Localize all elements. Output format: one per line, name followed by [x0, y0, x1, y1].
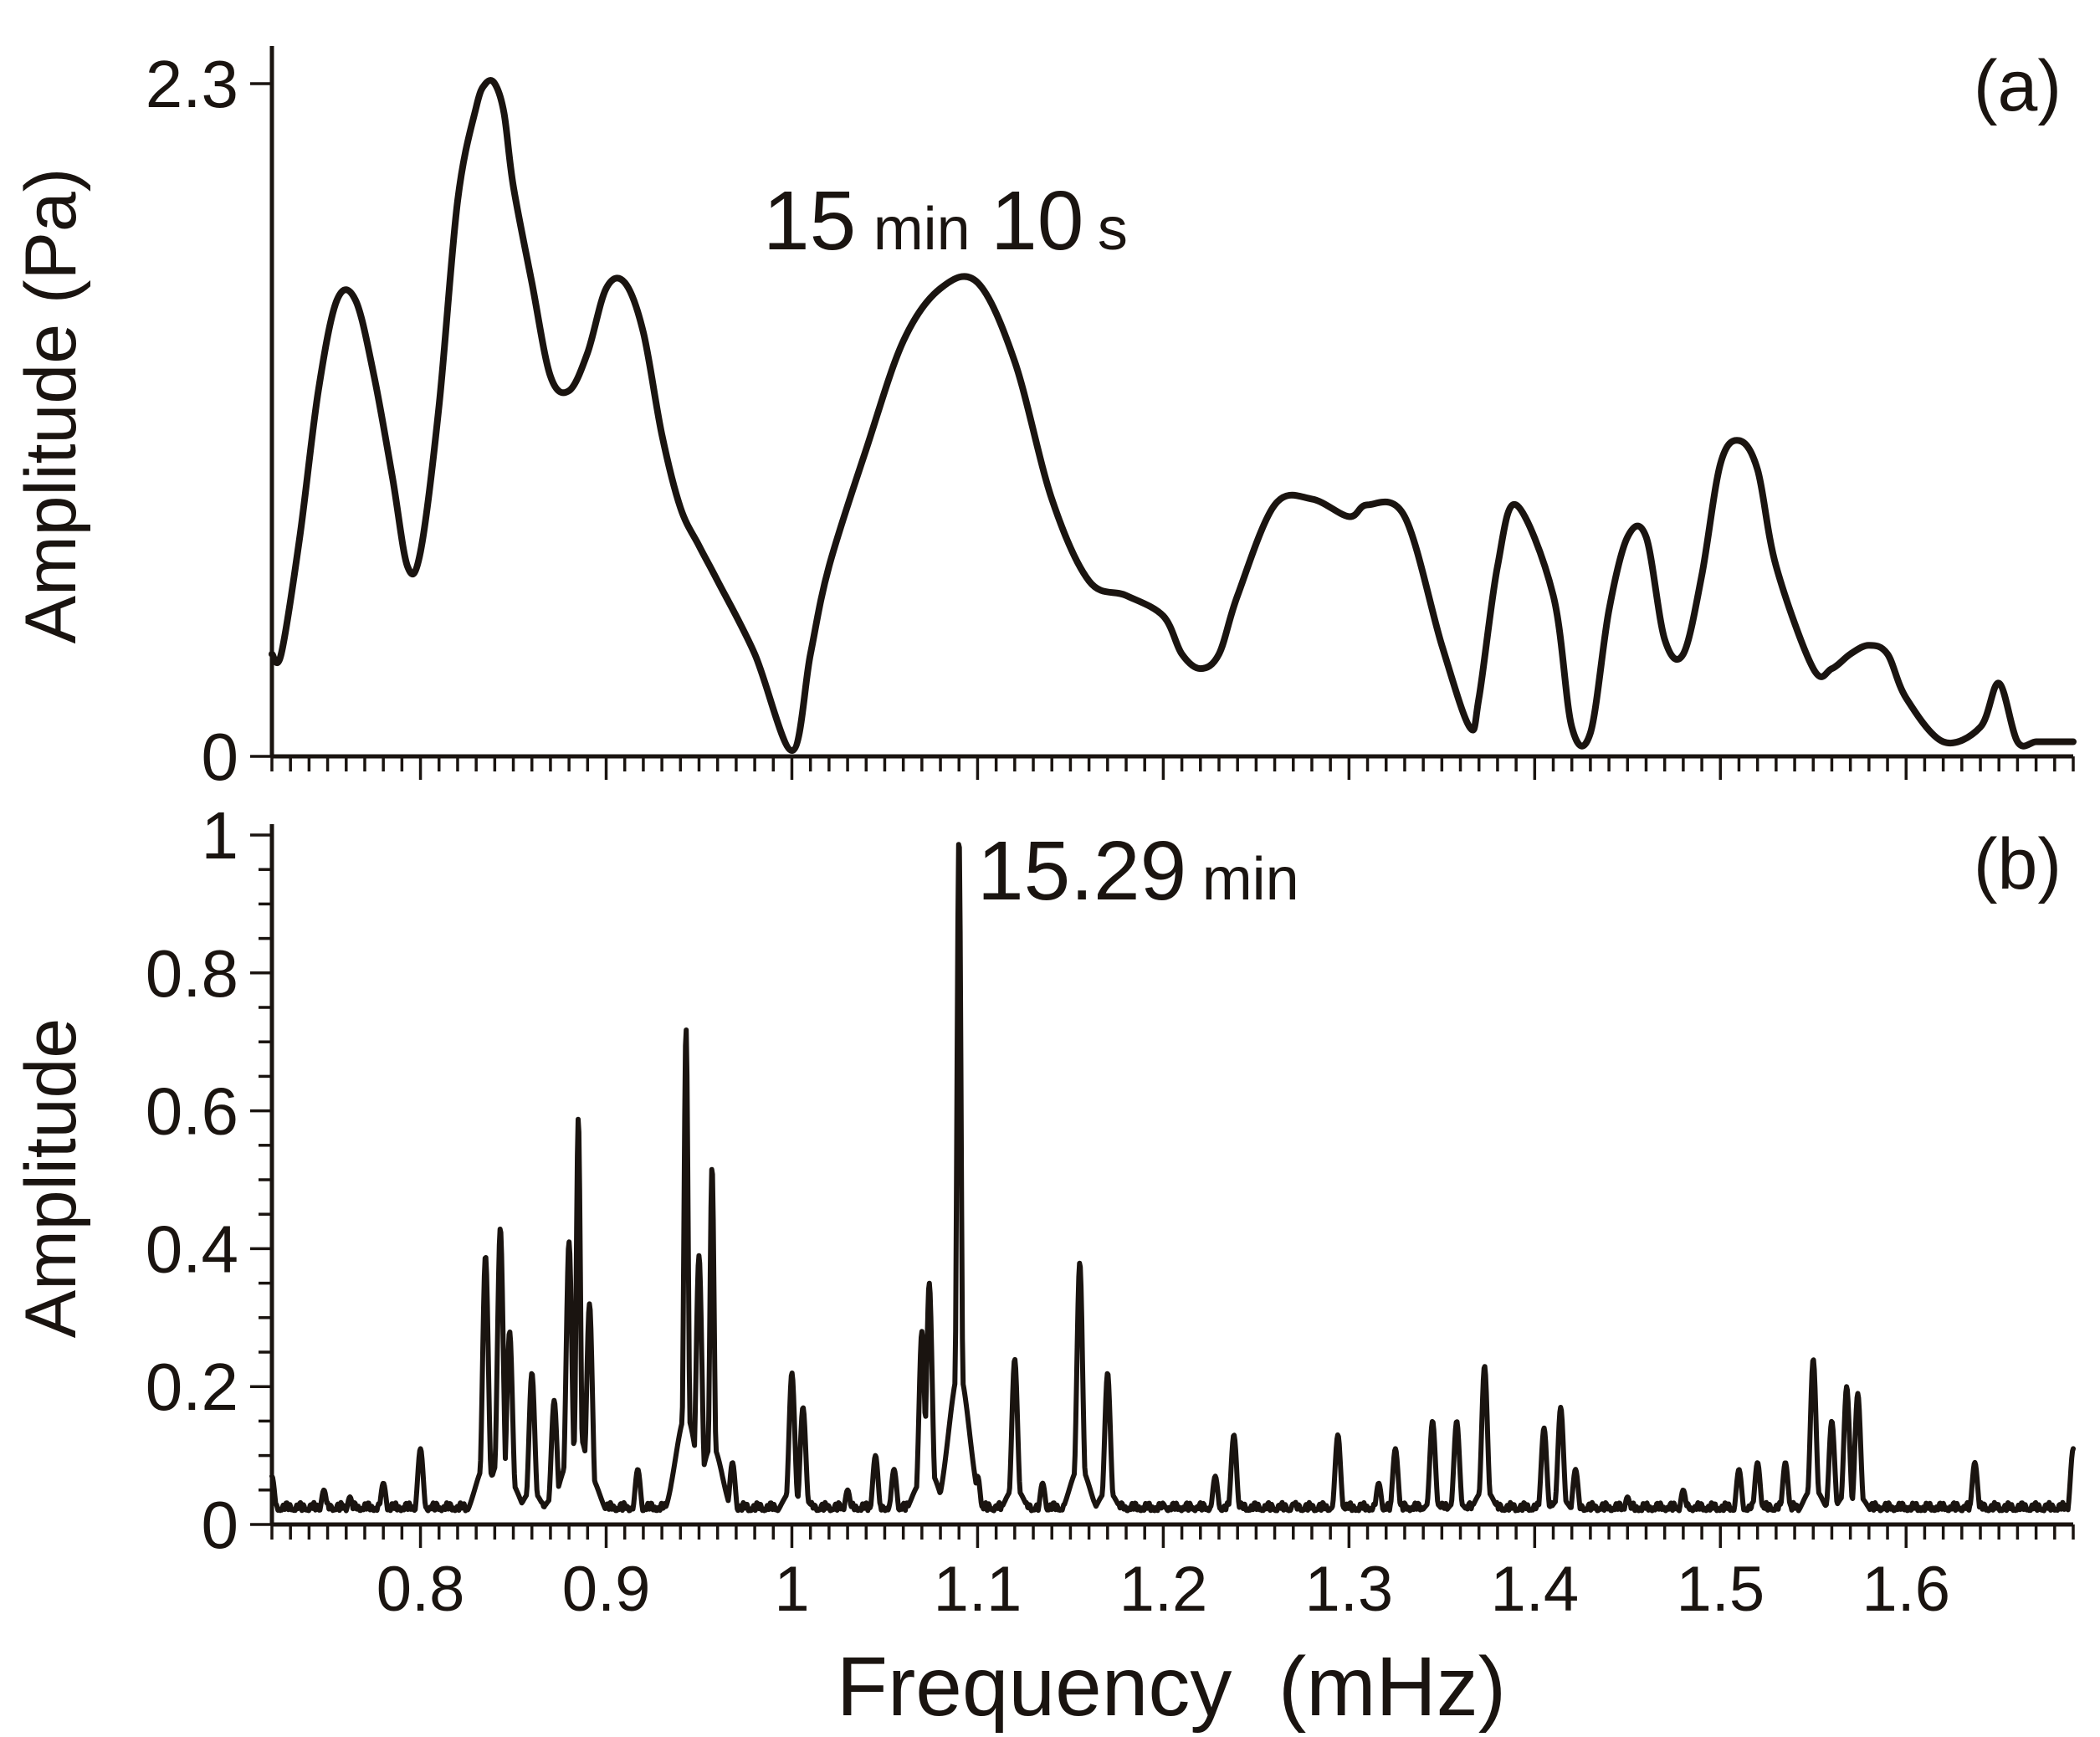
annotation-unit-s: s [1098, 196, 1128, 263]
panel-b-x-tick-label: 0.9 [562, 1554, 651, 1625]
panel-b-label: (b) [1974, 824, 2062, 904]
panel-a-series [269, 77, 2077, 754]
panel-b-y-axis-label: Amplitude [11, 1018, 91, 1338]
panel-b-y-tick-label: 1 [202, 798, 239, 873]
panel-b: 1 0.8 0.6 0.4 0.2 0 0.8 0.9 1 1.1 1.2 1.3 1.4 1.5 1.6… [11, 798, 2076, 1734]
panel-b-ticks [250, 833, 2075, 1548]
panel-b-period-annotation: 15.29 min [977, 824, 1299, 918]
annotation-value-period: 15.29 [977, 824, 1186, 918]
panel-b-y-tick-label: 0.8 [146, 936, 238, 1011]
panel-a-amplitude-curve [269, 77, 2077, 754]
annotation-unit-min: min [1202, 846, 1299, 913]
panel-a-label: (a) [1974, 46, 2062, 126]
panel-b-x-tick-label: 1.5 [1676, 1554, 1765, 1625]
x-axis-label: Frequency (mHz) [837, 1640, 1506, 1734]
panel-b-y-tick-label: 0.2 [146, 1350, 238, 1424]
panel-b-y-tick-labels: 1 0.8 0.6 0.4 0.2 0 [146, 798, 238, 1562]
panel-b-x-tick-label: 1.1 [934, 1554, 1022, 1625]
panel-b-x-tick-label: 1.2 [1119, 1554, 1208, 1625]
panel-b-x-tick-label: 1.3 [1305, 1554, 1394, 1625]
panel-a: 2.30 Amplitude (Pa) (a) 15 min 10 s [11, 46, 2077, 794]
panel-a-ticks [250, 82, 2075, 780]
panel-a-y-tick-label: 0 [202, 720, 239, 794]
panel-b-series [269, 842, 2076, 1514]
annotation-value-minutes: 15 [763, 174, 856, 268]
panel-a-period-annotation: 15 min 10 s [763, 174, 1128, 268]
annotation-unit-min: min [873, 196, 971, 263]
panel-b-spectrum-curve [269, 842, 2076, 1514]
panel-b-y-tick-label: 0 [202, 1488, 239, 1562]
panel-b-x-tick-label: 1.6 [1862, 1554, 1950, 1625]
panel-b-x-tick-label: 0.8 [376, 1554, 465, 1625]
panel-b-y-tick-label: 0.4 [146, 1212, 238, 1286]
panel-b-x-tick-label: 1.4 [1490, 1554, 1579, 1625]
panel-b-x-tick-label: 1 [774, 1554, 809, 1625]
annotation-value-seconds: 10 [991, 174, 1083, 268]
panel-b-x-tick-labels: 0.8 0.9 1 1.1 1.2 1.3 1.4 1.5 1.6 [376, 1554, 1950, 1625]
panel-a-y-axis-label: Amplitude (Pa) [11, 168, 91, 644]
panel-a-y-tick-labels: 2.30 [146, 47, 238, 794]
panel-a-y-tick-label: 2.3 [146, 47, 238, 121]
panel-b-y-tick-label: 0.6 [146, 1074, 238, 1149]
